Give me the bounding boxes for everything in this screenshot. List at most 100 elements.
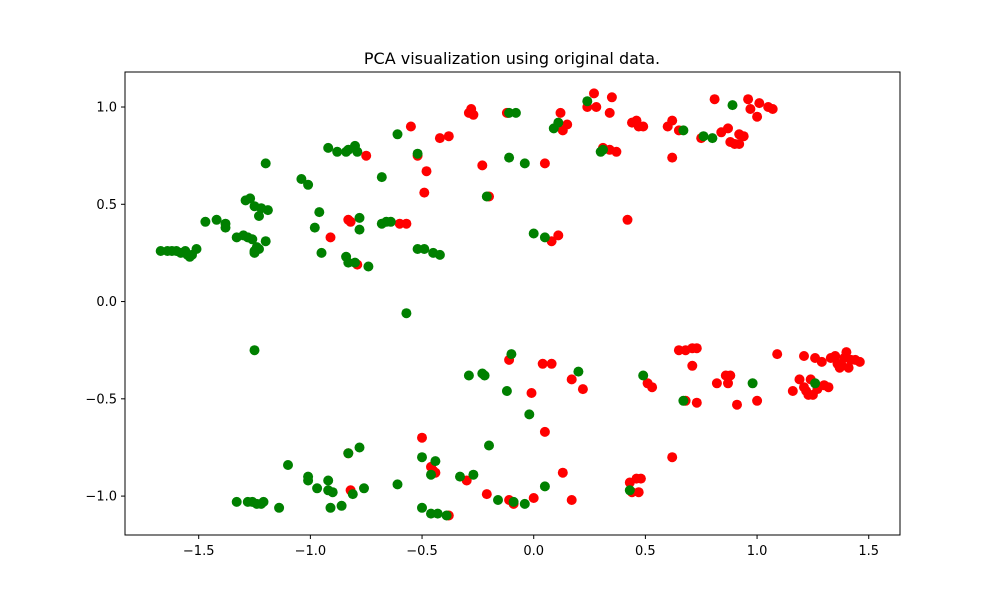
scatter-point-s0-27 (604, 107, 615, 118)
scatter-point-s1-63 (519, 158, 530, 169)
scatter-point-s1-80 (573, 366, 584, 377)
x-tick-label: −0.5 (406, 544, 438, 559)
scatter-point-s1-87 (493, 495, 503, 505)
scatter-point-s0-92 (830, 351, 841, 361)
scatter-point-s1-57 (401, 308, 412, 319)
scatter-point-s0-80 (794, 374, 805, 385)
y-tick-label: −1.0 (85, 490, 117, 505)
x-tick-label: 1.0 (747, 544, 768, 559)
scatter-point-s0-45 (734, 139, 745, 149)
plot-frame (124, 71, 901, 536)
scatter-point-s1-86 (524, 409, 535, 420)
scatter-point-s1-92 (455, 471, 465, 482)
scatter-point-s0-58 (546, 358, 557, 369)
scatter-point-s0-54 (752, 111, 763, 122)
scatter-point-s0-26 (606, 92, 617, 103)
x-tick-label: −1.5 (183, 544, 215, 559)
scatter-point-s0-71 (691, 397, 702, 408)
scatter-point-s1-118 (354, 442, 365, 453)
scatter-point-s0-48 (738, 131, 749, 142)
x-tick-label: 1.5 (858, 544, 879, 559)
scatter-point-s1-98 (432, 508, 443, 519)
points-layer (155, 88, 865, 521)
ticks-layer: −1.5 −1.0 −0.5 0.0 0.5 1.0 1.5 −1.0 −0.5 0.0 0.5 1.… (85, 101, 879, 559)
scatter-point-s0-81 (799, 351, 809, 361)
scatter-point-s0-7 (434, 133, 445, 144)
scatter-point-s1-117 (347, 489, 358, 500)
scatter-point-s1-17 (247, 234, 258, 245)
scatter-point-s1-13 (220, 222, 231, 233)
scatter-point-s1-10 (200, 216, 211, 227)
scatter-point-s1-42 (354, 224, 365, 235)
scatter-point-s1-33 (314, 207, 325, 218)
scatter-point-s1-28 (262, 205, 273, 216)
scatter-point-s1-91 (468, 469, 479, 480)
x-tick-label: −1.0 (295, 544, 327, 559)
scatter-point-s0-100 (854, 356, 865, 367)
scatter-point-s0-105 (566, 495, 577, 505)
scatter-point-s1-110 (312, 483, 323, 494)
scatter-point-s0-34 (638, 121, 649, 132)
scatter-point-s0-17 (325, 232, 336, 243)
scatter-point-s0-104 (557, 467, 568, 478)
scatter-point-s0-49 (743, 94, 754, 105)
scatter-point-s0-50 (745, 104, 756, 114)
scatter-point-s1-93 (426, 469, 436, 480)
scatter-point-s0-9 (477, 160, 488, 171)
x-tick-label: 0.0 (523, 544, 544, 559)
scatter-point-s1-116 (343, 448, 354, 459)
scatter-point-s1-95 (417, 452, 427, 463)
scatter-point-s1-85 (484, 440, 494, 451)
scatter-point-s1-84 (810, 378, 821, 389)
scatter-point-s0-51 (754, 98, 765, 109)
scatter-point-s1-121 (624, 485, 635, 496)
scatter-point-s0-25 (591, 102, 602, 112)
scatter-point-s1-96 (417, 502, 427, 513)
scatter-point-s1-107 (283, 460, 293, 470)
scatter-point-s0-79 (787, 386, 798, 396)
scatter-point-s1-46 (363, 261, 374, 272)
scatter-point-s0-90 (823, 382, 834, 393)
scatter-point-s0-4 (405, 121, 416, 132)
scatter-point-s1-52 (385, 216, 396, 227)
scatter-point-s0-72 (711, 378, 722, 389)
scatter-point-s1-54 (419, 244, 430, 254)
scatter-point-s1-61 (510, 107, 521, 118)
scatter-point-s0-22 (557, 125, 568, 136)
scatter-point-s1-89 (519, 498, 530, 509)
scatter-point-s0-64 (647, 382, 658, 393)
scatter-point-s1-23 (245, 193, 256, 204)
scatter-point-s1-119 (359, 483, 369, 494)
scatter-point-s1-83 (747, 378, 758, 389)
scatter-point-s0-77 (752, 395, 763, 406)
y-tick-label: −0.5 (85, 392, 117, 407)
scatter-point-s1-120 (392, 479, 403, 490)
scatter-point-s0-53 (767, 104, 778, 114)
scatter-point-s1-100 (231, 496, 242, 507)
scatter-point-s0-19 (539, 158, 550, 169)
scatter-point-s1-30 (296, 174, 307, 184)
scatter-point-s1-71 (678, 125, 689, 136)
scatter-point-s1-74 (727, 100, 738, 111)
scatter-point-s1-45 (350, 257, 360, 268)
scatter-point-s1-115 (336, 500, 347, 511)
scatter-point-s0-6 (443, 131, 454, 142)
scatter-point-s1-75 (463, 370, 474, 381)
scatter-point-s1-113 (325, 502, 336, 513)
y-tick-label: 1.0 (96, 101, 117, 116)
scatter-point-s0-61 (566, 374, 577, 385)
scatter-point-s1-112 (323, 475, 334, 486)
scatter-point-s1-99 (441, 510, 452, 521)
scatter-point-s1-56 (434, 249, 445, 260)
scatter-point-s0-78 (772, 349, 783, 360)
scatter-point-s1-81 (638, 370, 649, 381)
scatter-point-s0-60 (526, 388, 537, 398)
scatter-point-s0-20 (555, 107, 566, 118)
scatter-point-s1-78 (501, 386, 512, 396)
scatter-point-s1-73 (707, 133, 718, 144)
scatter-point-s1-9 (191, 244, 202, 254)
scatter-point-s1-105 (258, 496, 269, 507)
scatter-point-s0-24 (589, 88, 599, 99)
scatter-point-s1-41 (354, 212, 365, 223)
